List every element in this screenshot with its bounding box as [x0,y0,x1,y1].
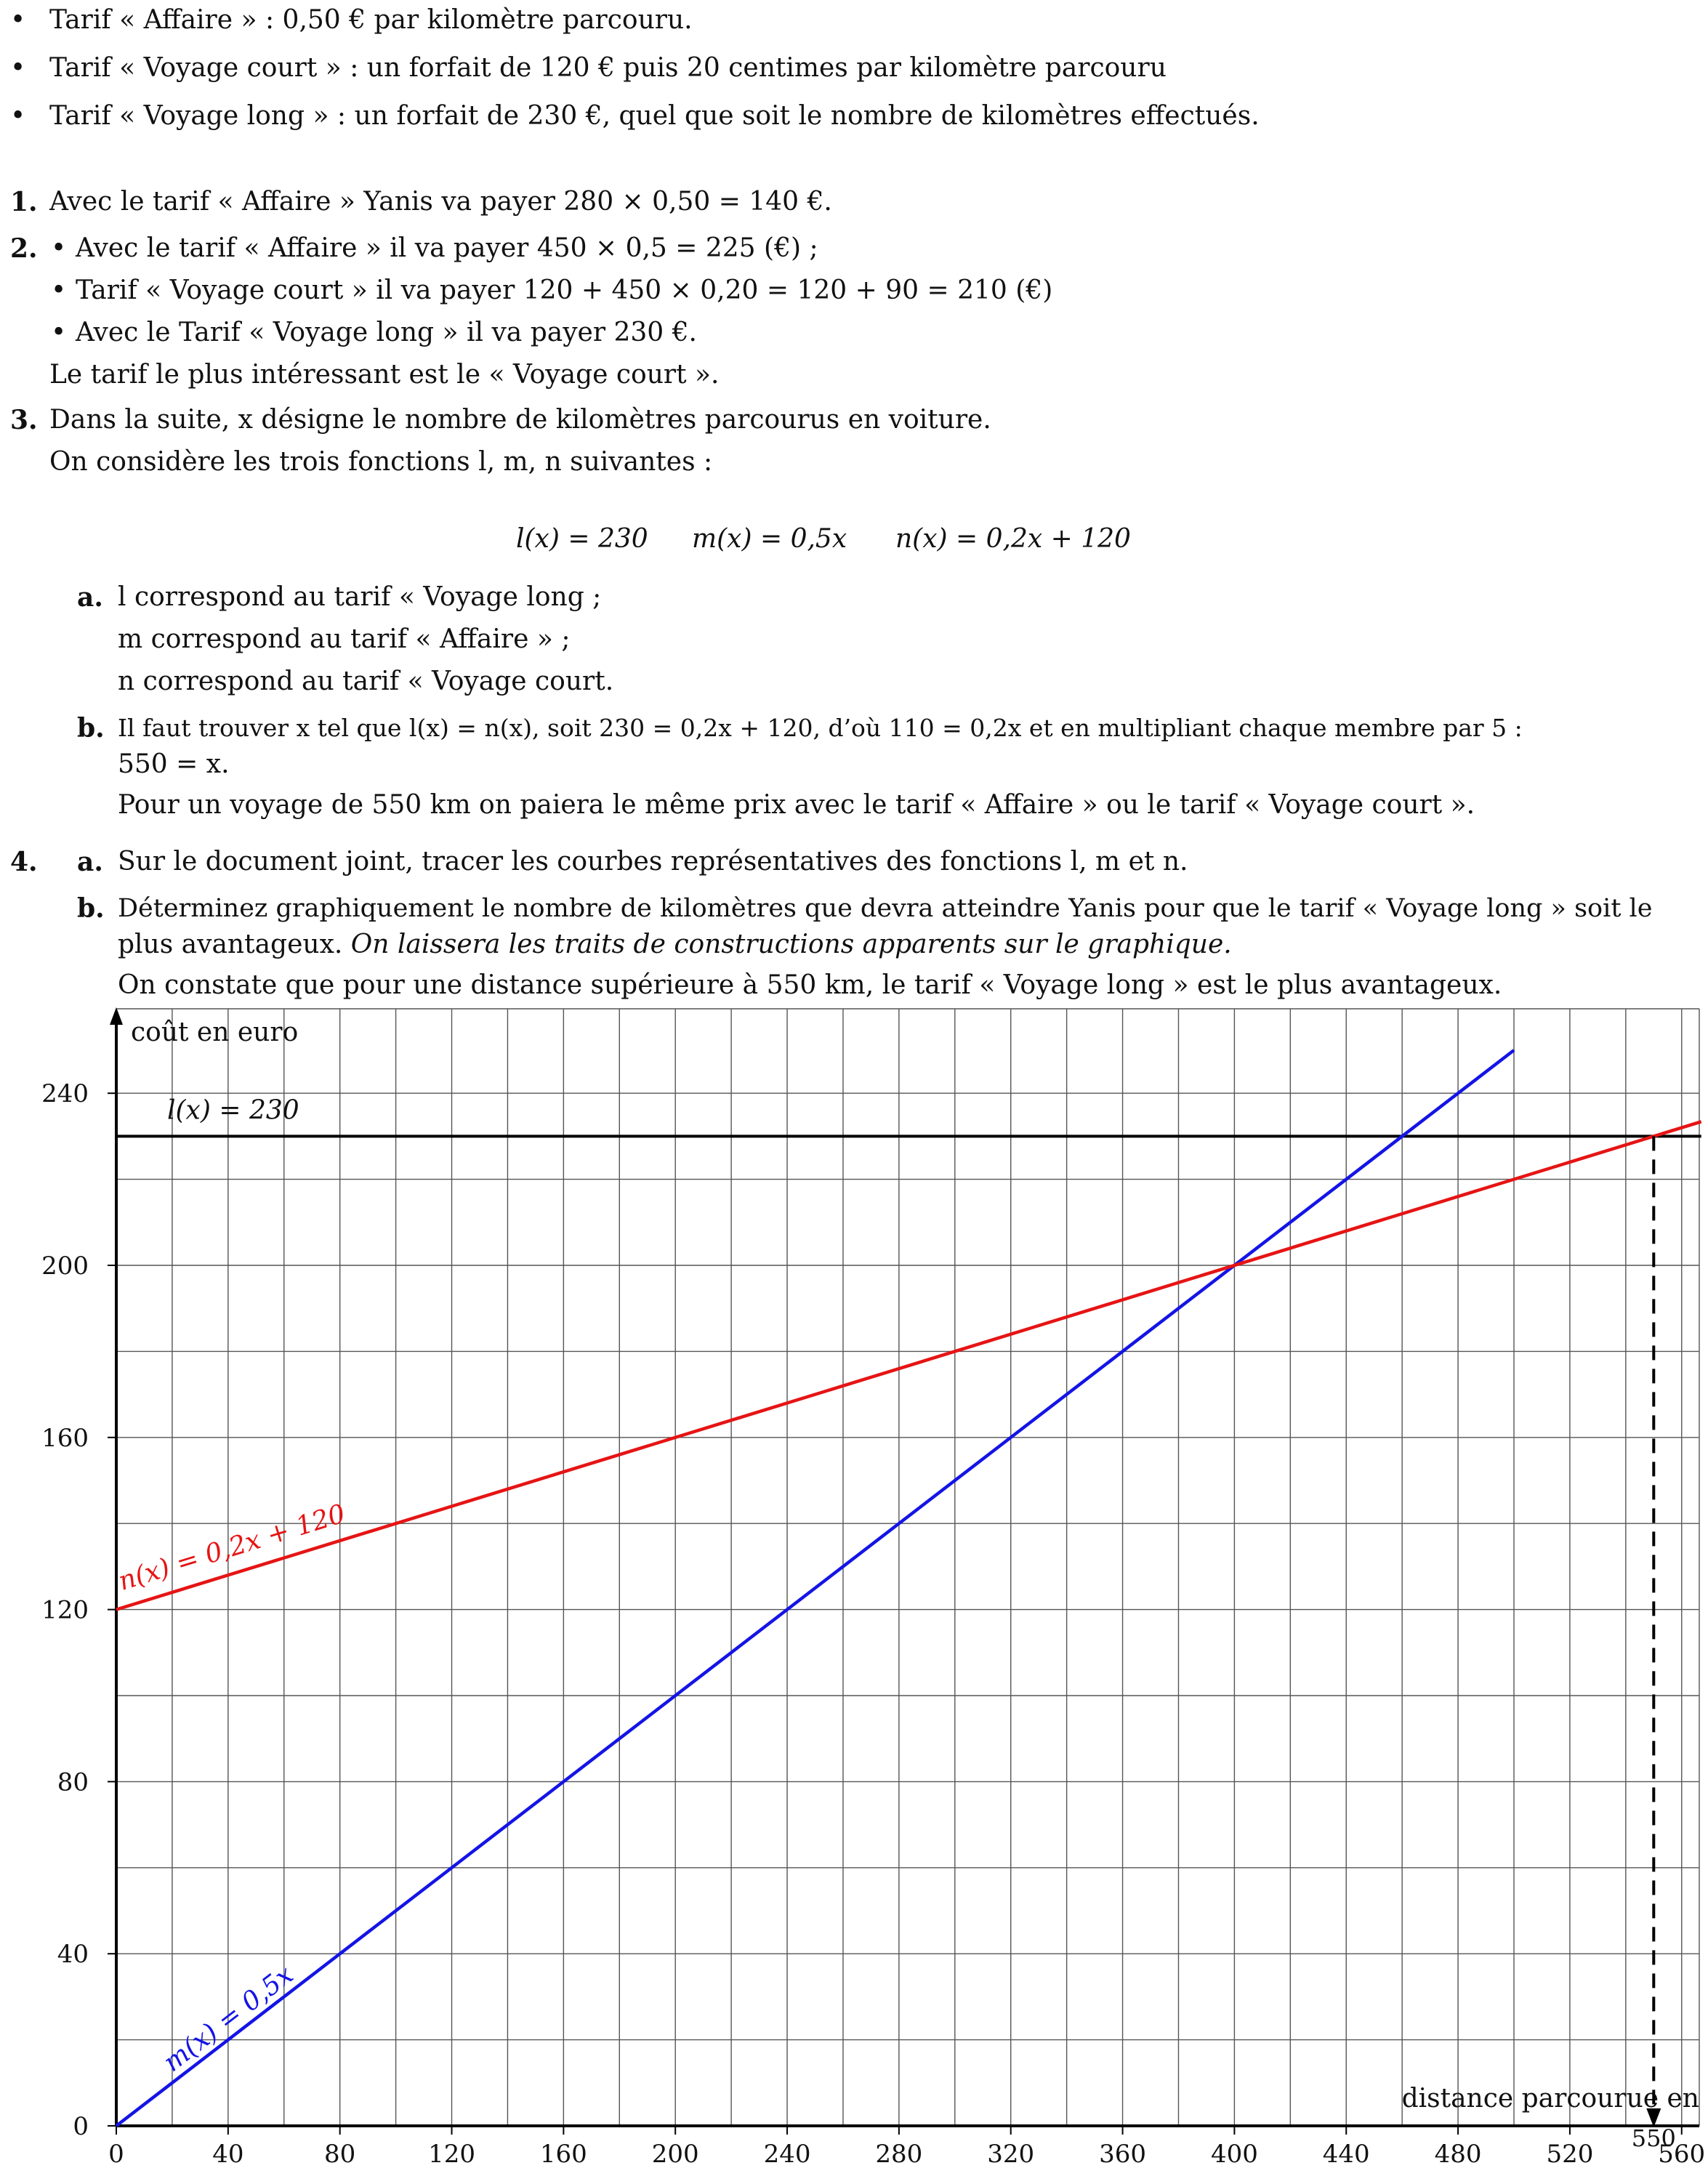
x-tick-label: 520 [1546,2140,1593,2169]
y-axis-label: coût en euro [131,1018,298,1047]
x-tick-label: 280 [875,2140,922,2169]
bullet-icon: • [51,318,67,347]
bullet-icon: • [51,275,67,305]
y-tick-label: 80 [57,1768,89,1797]
q1-number: 1. [10,187,38,217]
q3-number: 3. [10,405,38,435]
q4b-label: b. [77,893,105,924]
series-label-l: l(x) = 230 [167,1095,299,1125]
x-tick-label: 440 [1323,2140,1370,2169]
q2-number: 2. [10,233,38,264]
construction-arrow-icon [1646,2108,1661,2127]
q1-text: Avec le tarif « Affaire » Yanis va payer… [49,187,832,217]
x-tick-label: 120 [428,2140,475,2169]
q4a-label: a. [77,847,103,877]
y-tick-label: 200 [41,1252,89,1281]
bullet-icon: • [10,101,26,131]
cost-chart: 0 40 80 120 160 200 240 280 320 360 400 440 480 520 56… [41,1007,1705,2169]
x-tick-label: 80 [324,2140,355,2169]
bullet-icon: • [10,53,26,83]
tariff-voyage-court: Tarif « Voyage court » : un forfait de 1… [49,53,1167,83]
y-tick-label: 160 [41,1424,89,1453]
q4-number: 4. [10,847,38,877]
x-tick-label: 240 [764,2140,811,2169]
q4b-line3: On constate que pour une distance supéri… [118,970,1502,1000]
q3a-line2: m correspond au tarif « Affaire » ; [118,624,571,654]
line-m [115,1049,1515,2127]
y-tick-label: 240 [41,1079,89,1108]
q4b-line2: plus avantageux. On laissera les traits … [118,929,1232,961]
y-tick-label: 40 [57,1940,89,1969]
q2-item-voyage-long: Avec le Tarif « Voyage long » il va paye… [76,318,697,347]
q3-line1: Dans la suite, x désigne le nombre de ki… [49,405,991,435]
q3a-line3: n correspond au tarif « Voyage court. [118,666,614,696]
x-tick-label: 160 [540,2140,587,2169]
y-tick-label: 0 [73,2112,89,2141]
q4b-line2-plain: plus avantageux. [118,930,351,959]
construction-label: 550 [1632,2124,1676,2152]
line-n [116,1120,1702,1611]
x-tick-label: 40 [212,2140,243,2169]
x-tick-label: 320 [987,2140,1034,2169]
q3a-line1: l correspond au tarif « Voyage long ; [118,582,602,612]
q2-conclusion: Le tarif le plus intéressant est le « Vo… [49,360,720,390]
q2-item-voyage-court: Tarif « Voyage court » il va payer 120 +… [76,275,1053,305]
q4b-line1: Déterminez graphiquement le nombre de ki… [118,894,1653,923]
x-tick-label: 360 [1099,2140,1146,2169]
q2-item-affaire: Avec le tarif « Affaire » il va payer 45… [76,233,818,263]
bullet-icon: • [10,5,26,35]
tariff-affaire: Tarif « Affaire » : 0,50 € par kilomètre… [49,5,693,35]
q4a-text: Sur le document joint, tracer les courbe… [118,847,1188,877]
q3b-label: b. [77,713,105,744]
x-tick-label: 400 [1211,2140,1258,2169]
y-axis-arrow-icon [110,1007,123,1025]
x-tick-label: 480 [1435,2140,1482,2169]
formula-m: m(x) = 0,5x [692,524,847,554]
y-tick-label: 120 [41,1596,89,1625]
x-tick-label: 0 [108,2140,124,2169]
formula-n: n(x) = 0,2x + 120 [895,524,1131,554]
q4b-line2-italic: On laissera les traits de constructions … [350,930,1232,959]
formula-l: l(x) = 230 [516,524,648,554]
tariff-voyage-long: Tarif « Voyage long » : un forfait de 23… [49,101,1260,131]
bullet-icon: • [51,233,67,263]
q3-line2: On considère les trois fonctions l, m, n… [49,447,713,477]
q3b-line3: Pour un voyage de 550 km on paiera le mê… [118,790,1475,820]
x-tick-label: 560 [1658,2140,1705,2169]
q3b-line2: 550 = x. [118,749,230,779]
q3b-line1: Il faut trouver x tel que l(x) = n(x), s… [118,714,1523,742]
x-tick-label: 200 [652,2140,699,2169]
q3a-label: a. [77,582,103,613]
